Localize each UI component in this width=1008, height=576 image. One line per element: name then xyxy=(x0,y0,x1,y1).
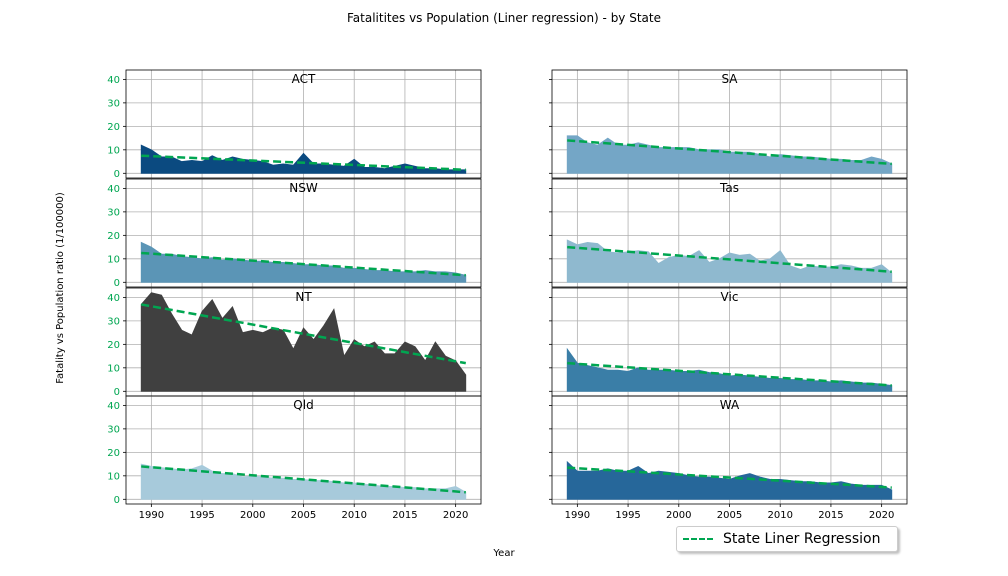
xtick-label-2000: 2000 xyxy=(666,510,691,521)
ytick-label-30: 30 xyxy=(107,207,120,218)
ytick-label-10: 10 xyxy=(107,145,120,156)
frame-sa xyxy=(551,69,908,179)
ytick-label-0: 0 xyxy=(114,387,120,398)
panel-nt: 0 10 20 30 40 NT xyxy=(107,287,482,398)
area-vic xyxy=(566,347,893,392)
ytick-label-0: 0 xyxy=(114,278,120,289)
trend-line-vic xyxy=(567,361,892,387)
ytick-label-0: 0 xyxy=(114,169,120,180)
xtick-label-2015: 2015 xyxy=(818,510,843,521)
panel-title-sa: SA xyxy=(721,72,738,86)
panel-vic: Vic xyxy=(549,287,908,397)
panel-wa: 1990 1995 2000 2005 2010 2015 2020 WA xyxy=(549,395,908,521)
xtick-label-1990: 1990 xyxy=(565,510,590,521)
ytick-label-10: 10 xyxy=(107,254,120,265)
xtick-label-2005: 2005 xyxy=(291,510,316,521)
ytick-label-20: 20 xyxy=(107,448,120,459)
xtick-label-2000: 2000 xyxy=(240,510,265,521)
panel-title-wa: WA xyxy=(720,398,740,412)
ytick-label-40: 40 xyxy=(107,293,120,304)
ytick-label-40: 40 xyxy=(107,401,120,412)
x-axis-label: Year xyxy=(492,548,515,559)
ytick-label-0: 0 xyxy=(114,495,120,506)
xtick-label-1995: 1995 xyxy=(189,510,214,521)
trend-line-nsw xyxy=(141,251,466,277)
panel-title-nsw: NSW xyxy=(289,181,318,195)
trend-line-tas xyxy=(567,245,892,273)
ytick-label-20: 20 xyxy=(107,340,120,351)
panel-tas: Tas xyxy=(549,178,908,288)
xtick-label-2020: 2020 xyxy=(869,510,894,521)
trend-line-act xyxy=(141,154,466,172)
ytick-label-30: 30 xyxy=(107,316,120,327)
panel-title-act: ACT xyxy=(292,72,316,86)
ytick-label-40: 40 xyxy=(107,184,120,195)
xtick-label-1995: 1995 xyxy=(615,510,640,521)
panel-act: 0 10 20 30 40 ACT xyxy=(107,69,482,180)
xtick-label-2010: 2010 xyxy=(341,510,366,521)
legend: State Liner Regression xyxy=(676,526,898,552)
frame-nsw xyxy=(125,178,482,288)
ytick-label-30: 30 xyxy=(107,98,120,109)
panel-title-tas: Tas xyxy=(719,181,739,195)
area-tas xyxy=(566,239,893,283)
chart-title: Fatalitites vs Population (Liner regress… xyxy=(347,11,661,25)
panel-sa: SA xyxy=(549,69,908,179)
trend-line-wa xyxy=(567,466,892,489)
ytick-label-30: 30 xyxy=(107,424,120,435)
legend-trend-swatch xyxy=(683,538,713,540)
panels-group: 0 10 20 30 40 ACT SA 0 10 20 30 40 NSW Tas 0 10 20 30 40 NT… xyxy=(107,69,908,521)
ytick-label-20: 20 xyxy=(107,231,120,242)
ytick-label-10: 10 xyxy=(107,471,120,482)
y-axis-label: Fatality vs Population ratio (1/100000) xyxy=(55,192,66,384)
frame-tas xyxy=(551,178,908,288)
xtick-label-2020: 2020 xyxy=(443,510,468,521)
ytick-label-10: 10 xyxy=(107,363,120,374)
xtick-label-2015: 2015 xyxy=(392,510,417,521)
xtick-label-1990: 1990 xyxy=(139,510,164,521)
ytick-label-20: 20 xyxy=(107,122,120,133)
trend-line-sa xyxy=(567,139,892,166)
panel-title-nt: NT xyxy=(295,290,312,304)
area-qld xyxy=(140,463,467,500)
xtick-label-2010: 2010 xyxy=(767,510,792,521)
xtick-label-2005: 2005 xyxy=(717,510,742,521)
legend-label: State Liner Regression xyxy=(723,531,881,547)
panel-title-qld: Qld xyxy=(293,398,313,412)
trend-line-nt xyxy=(140,303,467,365)
panel-nsw: 0 10 20 30 40 NSW xyxy=(107,178,482,289)
trend-line-qld xyxy=(141,465,466,494)
area-act xyxy=(140,144,467,174)
frame-act xyxy=(125,69,482,179)
panel-qld: 0 10 20 30 40 1990 1995 2000 2005 2010 2015 2020 Qld xyxy=(107,395,482,521)
ytick-label-40: 40 xyxy=(107,75,120,86)
panel-title-vic: Vic xyxy=(721,290,739,304)
